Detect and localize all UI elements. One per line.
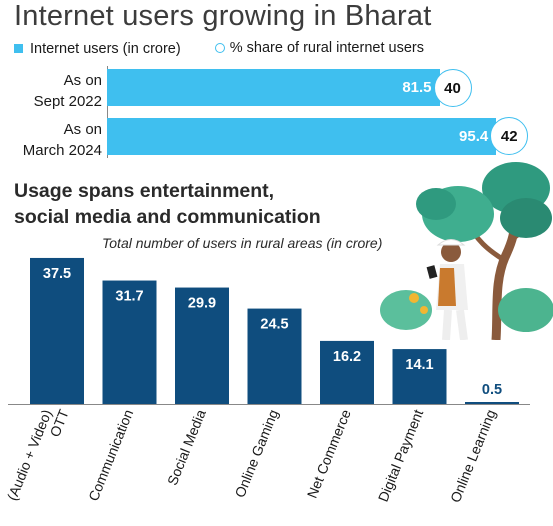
category-label: (Audio + Video) <box>4 407 55 503</box>
legend-square-icon <box>14 44 23 53</box>
category-label: Digital Payment <box>375 407 427 504</box>
bar-0 <box>30 257 84 404</box>
hbar-internet-users-march-2024: 95.4 <box>107 118 497 155</box>
bar-value-label: 37.5 <box>43 266 71 282</box>
section-heading-line: Usage spans entertainment, <box>14 180 275 202</box>
category-label: Communication <box>85 407 136 503</box>
hbar-category-line: As on <box>63 72 102 89</box>
hbar-internet-users-sept-2022: 81.5 <box>107 69 440 106</box>
section-heading-line: social media and communication <box>14 206 321 228</box>
chart-caption: Total number of users in rural areas (in… <box>102 235 383 251</box>
bar-2 <box>175 287 229 404</box>
bar-value-label: 24.5 <box>260 317 288 333</box>
bar-value-label: 29.9 <box>188 296 216 312</box>
hbar-value-label: 95.4 <box>459 128 489 145</box>
legend: Internet users (in crore) % share of rur… <box>14 40 454 57</box>
category-label: Net Commerce <box>304 407 354 500</box>
hbar-category-line: March 2024 <box>22 142 102 159</box>
bar-value-label: 14.1 <box>405 357 433 373</box>
bar-value-label: 31.7 <box>115 289 143 305</box>
bar-5 <box>392 349 447 404</box>
legend-item-internet-users: Internet users (in crore) <box>14 41 181 57</box>
chart-title: Internet users growing in Bharat <box>14 0 432 32</box>
rural-person-tree-illustration <box>380 162 553 340</box>
bar-4 <box>320 340 374 404</box>
bar-3 <box>247 308 302 404</box>
legend-item-rural-share: % share of rural internet users <box>214 40 424 56</box>
bar-value-label: 0.5 <box>482 382 502 398</box>
hbar-category-line: Sept 2022 <box>33 93 102 110</box>
section-heading: Usage spans entertainment, social media … <box>14 178 321 230</box>
bar-value-label: 16.2 <box>333 349 361 365</box>
rural-share-circle-sept-2022: 40 <box>433 69 472 107</box>
category-label: Online Learning <box>447 407 499 505</box>
category-label: Social Media <box>164 407 209 488</box>
hbar-category-label-1: As on Sept 2022 <box>8 70 102 112</box>
horizontal-chart-axis <box>107 66 108 158</box>
bar-6 <box>465 402 519 404</box>
legend-label-rural-share: % share of rural internet users <box>229 40 424 56</box>
hbar-value-label: 81.5 <box>402 79 432 96</box>
hbar-category-label-2: As on March 2024 <box>8 119 102 161</box>
bar-1 <box>102 280 157 404</box>
legend-label-internet-users: Internet users (in crore) <box>30 40 181 57</box>
hbar-category-line: As on <box>63 121 102 138</box>
legend-circle-icon <box>214 43 225 53</box>
category-label: Online Gaming <box>231 407 281 500</box>
rural-share-circle-march-2024: 42 <box>490 117 529 155</box>
